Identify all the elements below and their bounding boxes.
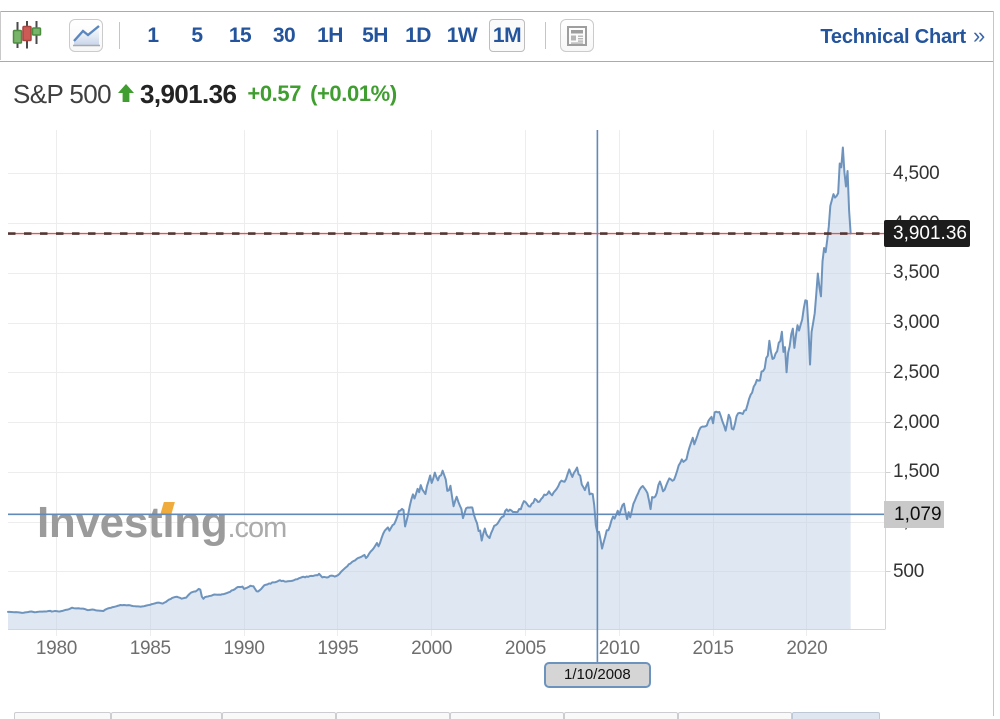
interval-button-5[interactable]: 5 bbox=[191, 24, 203, 47]
instrument-name: S&P 500 bbox=[13, 78, 112, 109]
interval-button-1H[interactable]: 1H bbox=[317, 24, 343, 47]
bottom-tab-1[interactable] bbox=[14, 712, 111, 719]
crosshair-date-tag: 1/10/2008 bbox=[543, 662, 651, 688]
watermark-brand-text: Investıng bbox=[37, 498, 228, 547]
bottom-tab-5[interactable] bbox=[450, 712, 564, 719]
last-price: 3,901.36 bbox=[139, 78, 237, 109]
crosshair-price-tag: 1,079 bbox=[884, 500, 944, 528]
toolbar-left-border bbox=[0, 11, 1, 60]
widget-right-border bbox=[993, 11, 994, 716]
candlestick-chart-icon[interactable] bbox=[12, 21, 43, 57]
toolbar-divider bbox=[119, 22, 120, 49]
line-chart-type-button[interactable] bbox=[69, 19, 103, 52]
bottom-tabs-row bbox=[0, 712, 1000, 719]
investing-com-watermark: Investıng .com bbox=[37, 498, 287, 548]
price-change: +0.57 bbox=[247, 81, 302, 106]
news-view-button[interactable] bbox=[560, 19, 594, 52]
bottom-tab-3[interactable] bbox=[222, 712, 336, 719]
bottom-tab-4[interactable] bbox=[336, 712, 450, 719]
interval-button-1D[interactable]: 1D bbox=[405, 24, 431, 47]
candlestick-icon bbox=[12, 21, 42, 49]
line-area-chart-icon bbox=[73, 25, 100, 47]
bottom-tab-6[interactable] bbox=[564, 712, 678, 719]
bottom-tab-2[interactable] bbox=[111, 712, 222, 719]
interval-button-30[interactable]: 30 bbox=[272, 24, 296, 47]
interval-button-15[interactable]: 15 bbox=[228, 24, 252, 47]
toolbar-divider bbox=[545, 22, 546, 49]
arrow-up-icon bbox=[117, 83, 134, 107]
price-change-percent: (+0.01%) bbox=[310, 81, 397, 106]
watermark-suffix: .com bbox=[227, 512, 287, 544]
bottom-tab-8[interactable] bbox=[792, 712, 880, 719]
interval-button-1M-selected[interactable]: 1M bbox=[489, 19, 525, 52]
technical-chart-link[interactable]: Technical Chart » bbox=[820, 11, 985, 60]
interval-button-1W[interactable]: 1W bbox=[446, 24, 478, 47]
arrow-up-glyph bbox=[117, 83, 134, 102]
bottom-tab-7[interactable] bbox=[678, 712, 792, 719]
technical-chart-label: Technical Chart bbox=[820, 26, 966, 48]
last-price-axis-tag: 3,901.36 bbox=[884, 220, 970, 248]
quote-header: S&P 500 3,901.36 +0.57 (+0.01%) bbox=[13, 78, 397, 110]
interval-button-1[interactable]: 1 bbox=[147, 24, 159, 47]
chevron-right-double-icon: » bbox=[972, 23, 985, 48]
watermark-brand: Investıng bbox=[37, 498, 228, 548]
interval-button-5H[interactable]: 5H bbox=[362, 24, 388, 47]
news-layout-icon bbox=[567, 26, 587, 46]
